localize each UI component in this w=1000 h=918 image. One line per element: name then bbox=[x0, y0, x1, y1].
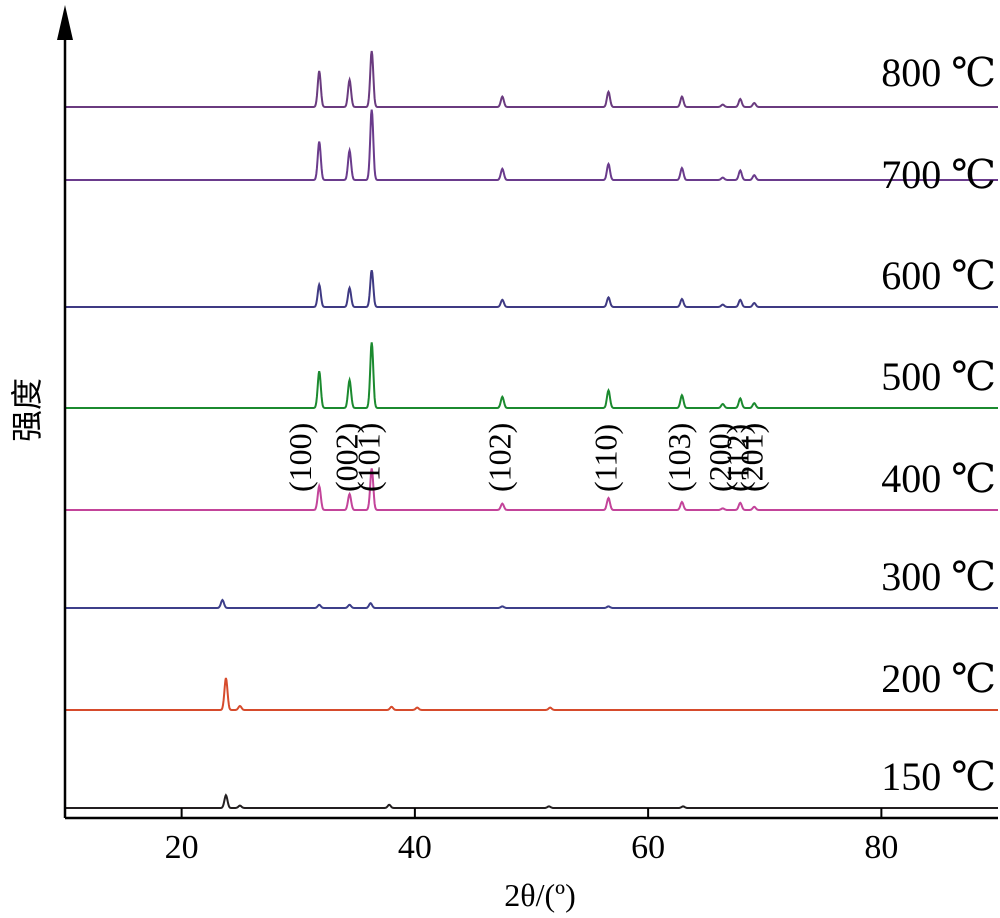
x-tick-label: 60 bbox=[631, 829, 665, 866]
series-line-s700 bbox=[65, 109, 998, 181]
hkl-label: (112) bbox=[719, 424, 755, 492]
x-tick-layer: 20 40 60 80 bbox=[165, 808, 898, 866]
series-line-s600 bbox=[65, 269, 998, 308]
series-label-s200: 200 ℃ bbox=[881, 656, 996, 701]
hkl-label: (002) bbox=[329, 423, 365, 492]
hkl-label: (101) bbox=[351, 423, 387, 492]
series-label-s600: 600 ℃ bbox=[881, 253, 996, 298]
series-line-s300 bbox=[65, 598, 998, 609]
series-label-s150: 150 ℃ bbox=[881, 754, 996, 799]
series-line-s200 bbox=[65, 677, 998, 711]
y-axis-label: 强度 bbox=[9, 378, 45, 442]
series-label-s500: 500 ℃ bbox=[881, 354, 996, 399]
x-tick-label: 80 bbox=[864, 829, 898, 866]
hkl-label-layer: (100) (002)(101) (102) (110) (103) (200)(112)… bbox=[282, 423, 769, 492]
series-label-layer: 150 ℃ 200 ℃ 300 ℃ 400 ℃ 500 ℃ 600 ℃ 700 ℃ 800 ℃ bbox=[881, 50, 996, 799]
x-tick-label: 20 bbox=[165, 829, 199, 866]
hkl-label: (103) bbox=[661, 423, 697, 492]
hkl-label: (110) bbox=[588, 424, 624, 492]
series-label-s700: 700 ℃ bbox=[881, 152, 996, 197]
hkl-label: (100) bbox=[282, 423, 318, 492]
series-line-s500 bbox=[65, 342, 998, 409]
series-layer bbox=[65, 50, 998, 809]
series-line-s150 bbox=[65, 793, 998, 809]
x-axis-label: 2θ/(º) bbox=[504, 877, 575, 913]
hkl-label: (102) bbox=[481, 423, 517, 492]
series-label-s300: 300 ℃ bbox=[881, 554, 996, 599]
series-label-s800: 800 ℃ bbox=[881, 50, 996, 95]
series-line-s800 bbox=[65, 50, 998, 108]
series-line-s400 bbox=[65, 468, 998, 511]
hkl-label: (201) bbox=[733, 423, 769, 492]
x-tick-label: 40 bbox=[398, 829, 432, 866]
y-axis-arrow bbox=[57, 5, 73, 40]
hkl-label: (200) bbox=[702, 423, 738, 492]
series-label-s400: 400 ℃ bbox=[881, 456, 996, 501]
